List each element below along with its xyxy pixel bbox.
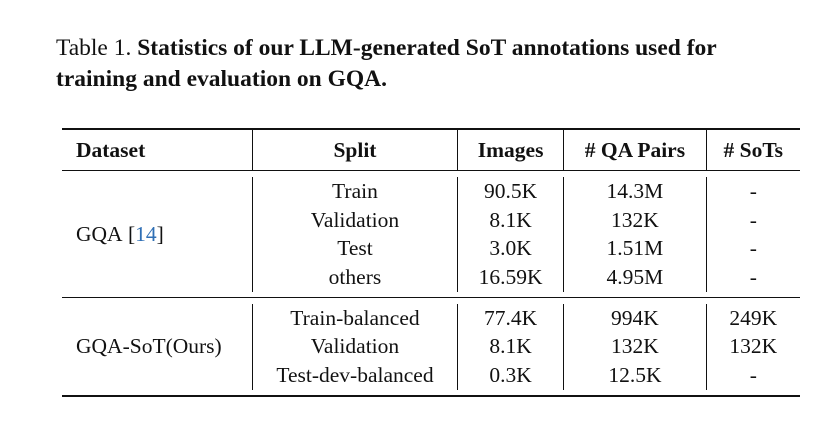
images-column: 90.5K 8.1K 3.0K 16.59K	[456, 177, 563, 292]
images-cell: 0.3K	[489, 362, 532, 387]
sots-cell: -	[749, 178, 757, 203]
dataset-name: GQA	[76, 221, 123, 246]
images-cell: 3.0K	[489, 236, 532, 261]
bottom-rule	[62, 394, 800, 397]
split-cell: Train-balanced	[290, 305, 420, 330]
qa-pairs-cell: 994K	[611, 305, 659, 330]
images-cell: 77.4K	[484, 305, 538, 330]
qa-pairs-cell: 12.5K	[608, 362, 662, 387]
split-column: Train Validation Test others	[252, 177, 457, 292]
images-cell: 8.1K	[489, 334, 532, 359]
sots-cell: 249K	[729, 305, 778, 330]
images-column: 77.4K 8.1K 0.3K	[456, 303, 563, 390]
qa-pairs-cell: 132K	[611, 334, 659, 359]
sots-cell: 132K	[729, 334, 778, 359]
header-images: Images	[456, 130, 563, 170]
header-sots: # SoTs	[705, 130, 800, 170]
header-qa-pairs: # QA Pairs	[563, 130, 705, 170]
table-group-gqa: GQA [14] Train Validation Test others 90…	[62, 171, 800, 297]
sots-column: - - - -	[705, 177, 800, 292]
split-cell: others	[328, 264, 382, 289]
qa-pairs-cell: 1.51M	[606, 236, 664, 261]
split-cell: Validation	[310, 207, 400, 232]
sots-cell: -	[749, 236, 757, 261]
sots-column: 249K 132K -	[705, 303, 800, 390]
group-rule	[62, 296, 800, 298]
dataset-cell: GQA [14]	[76, 221, 164, 246]
sots-cell: -	[749, 362, 757, 387]
split-cell: Train	[332, 178, 378, 203]
sots-cell: -	[749, 207, 757, 232]
header-dataset: Dataset	[76, 137, 146, 162]
qa-pairs-cell: 4.95M	[606, 264, 664, 289]
top-rule	[62, 128, 800, 130]
qa-pairs-column: 994K 132K 12.5K	[563, 303, 705, 390]
split-cell: Test-dev-balanced	[276, 362, 434, 387]
split-cell: Validation	[310, 334, 400, 359]
citation-link[interactable]: 14	[135, 221, 157, 246]
header-rule	[62, 170, 800, 171]
qa-pairs-cell: 14.3M	[606, 178, 664, 203]
table-caption: Table 1. Statistics of our LLM-generated…	[56, 33, 796, 95]
images-cell: 90.5K	[484, 178, 538, 203]
header-row: Dataset Split Images # QA Pairs # SoTs	[62, 130, 800, 170]
dataset-name: GQA-SoT(Ours)	[76, 334, 222, 359]
qa-pairs-cell: 132K	[611, 207, 659, 232]
caption-prefix: Table 1.	[56, 35, 132, 61]
dataset-cell: GQA-SoT(Ours)	[62, 334, 252, 359]
header-split: Split	[252, 130, 457, 170]
sots-cell: -	[749, 264, 757, 289]
table-group-gqa-sot: GQA-SoT(Ours) Train-balanced Validation …	[62, 298, 800, 395]
split-cell: Test	[337, 236, 373, 261]
images-cell: 16.59K	[478, 264, 543, 289]
caption-text: Statistics of our LLM-generated SoT anno…	[56, 35, 717, 92]
statistics-table: Dataset Split Images # QA Pairs # SoTs G…	[62, 128, 800, 397]
split-column: Train-balanced Validation Test-dev-balan…	[252, 303, 457, 390]
qa-pairs-column: 14.3M 132K 1.51M 4.95M	[563, 177, 705, 292]
images-cell: 8.1K	[489, 207, 532, 232]
